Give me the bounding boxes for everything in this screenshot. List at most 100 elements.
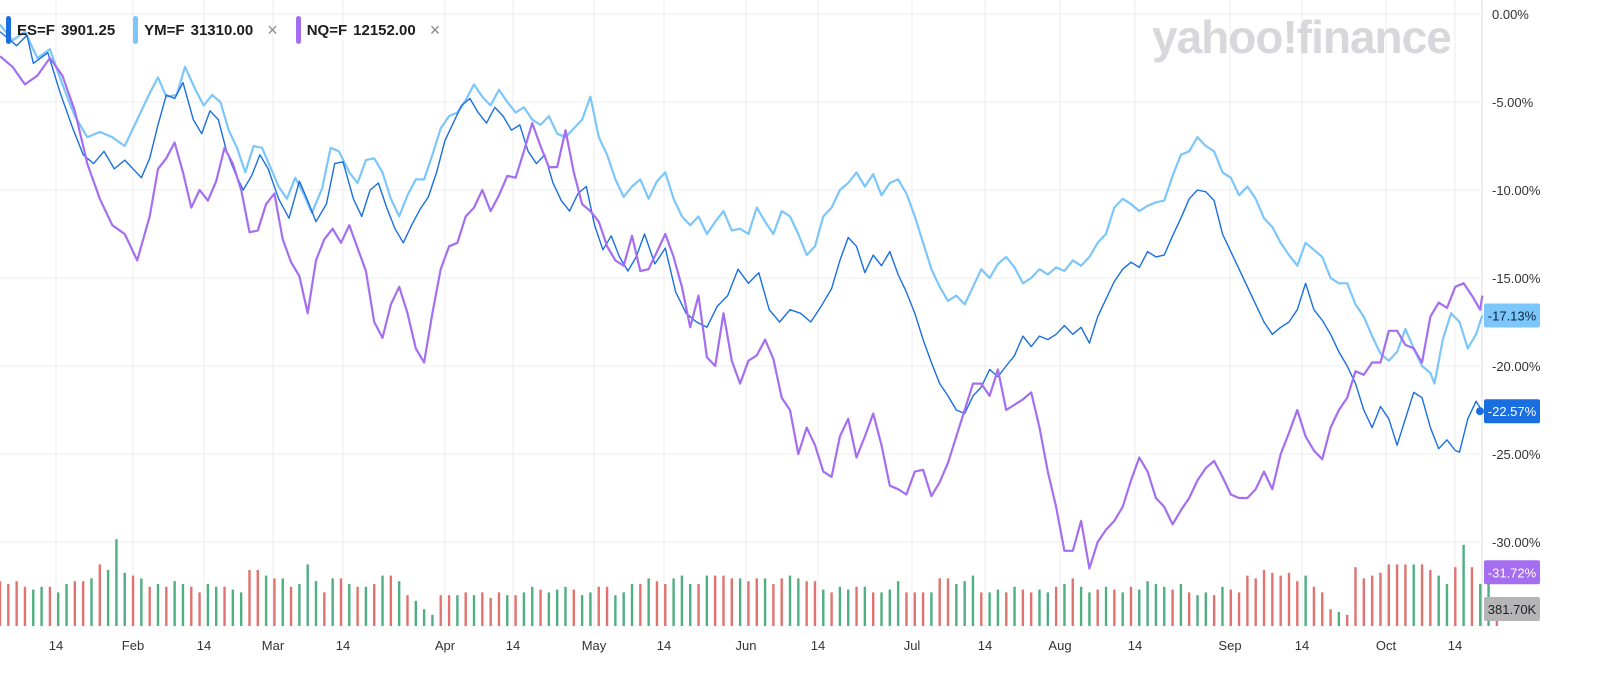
- legend-swatch-ym: [133, 16, 139, 44]
- volume-bar: [7, 584, 10, 626]
- volume-bar: [647, 578, 650, 626]
- y-tick-label: -30.00%: [1492, 535, 1541, 550]
- x-tick-label: 14: [657, 638, 671, 653]
- volume-bar: [639, 584, 642, 626]
- badge-es-label: -22.57%: [1488, 404, 1537, 419]
- volume-bar: [90, 578, 93, 626]
- volume-bar: [73, 581, 77, 626]
- volume-bar: [539, 589, 542, 626]
- volume-bar: [871, 592, 875, 626]
- volume-bar: [0, 581, 2, 626]
- legend-item-es[interactable]: ES=F 3901.25: [6, 16, 115, 44]
- volume-bar: [1412, 564, 1415, 626]
- volume-bar: [1345, 614, 1349, 626]
- volume-bar: [1379, 572, 1382, 626]
- volume-bar: [772, 584, 775, 626]
- volume-bar: [1021, 589, 1025, 626]
- volume-bar: [289, 586, 293, 626]
- volume-bar: [306, 564, 309, 626]
- volume-bar: [239, 592, 243, 626]
- volume-bar: [697, 584, 700, 626]
- volume-bar: [1038, 589, 1041, 626]
- series-end-dot: [1476, 407, 1484, 416]
- volume-bar: [406, 595, 409, 626]
- x-tick-label: 14: [1448, 638, 1462, 653]
- volume-bar: [1071, 578, 1074, 626]
- volume-bar: [106, 570, 110, 626]
- volume-bar: [1104, 586, 1108, 626]
- badge-volume: 381.70K: [1484, 597, 1540, 621]
- x-tick-label: Apr: [435, 638, 456, 653]
- x-tick-label: 14: [1128, 638, 1142, 653]
- volume-bar: [730, 578, 734, 626]
- badge-ym: -17.13%: [1484, 303, 1540, 328]
- legend-item-nq[interactable]: NQ=F 12152.00 ×: [295, 16, 441, 44]
- legend-item-ym[interactable]: YM=F 31310.00 ×: [133, 16, 278, 44]
- volume-bar: [1495, 617, 1499, 626]
- volume-bar: [248, 570, 251, 626]
- price-lines: [0, 23, 1484, 570]
- volume-bar: [689, 584, 692, 626]
- volume-bar: [855, 586, 858, 626]
- volume-bar: [713, 575, 717, 626]
- volume-bar: [156, 584, 160, 626]
- volume-bar: [1129, 586, 1133, 626]
- badge-ym-bg: [1484, 303, 1540, 328]
- volume-bar: [1005, 592, 1008, 626]
- volume-bar: [1121, 592, 1124, 626]
- volume-bar: [223, 586, 226, 626]
- volume-bar: [1146, 581, 1149, 626]
- volume-bar: [1262, 570, 1266, 626]
- volume-bar: [348, 584, 351, 626]
- value-badges[interactable]: -17.13% -22.57% -31.72% 381.70K: [1476, 303, 1540, 621]
- volume-bar: [264, 575, 268, 626]
- volume-bar: [356, 586, 359, 626]
- close-icon[interactable]: ×: [267, 20, 278, 40]
- volume-bar: [1271, 572, 1274, 626]
- x-tick-label: Mar: [262, 638, 285, 653]
- volume-bar: [880, 592, 883, 626]
- volume-bar: [1054, 586, 1058, 626]
- volume-bar: [65, 584, 68, 626]
- volume-bar: [331, 578, 334, 626]
- x-tick-label: 14: [506, 638, 520, 653]
- volume-bar: [813, 581, 817, 626]
- volume-bar: [1088, 592, 1091, 626]
- volume-bar: [1187, 592, 1191, 626]
- volume-bar: [672, 578, 675, 626]
- y-tick-label: 0.00%: [1492, 7, 1529, 22]
- volume-bar: [705, 575, 709, 626]
- volume-bar: [1287, 572, 1291, 626]
- x-tick-label: Sep: [1218, 638, 1241, 653]
- volume-bar: [863, 586, 867, 626]
- volume-bar: [1304, 575, 1307, 626]
- volume-bar: [464, 592, 467, 626]
- volume-bar: [373, 584, 376, 626]
- volume-bar: [913, 592, 916, 626]
- volume-bar: [1445, 584, 1449, 626]
- volume-bar: [780, 578, 783, 626]
- volume-bar: [32, 589, 35, 626]
- y-tick-label: -20.00%: [1492, 359, 1541, 374]
- volume-bar: [1404, 564, 1407, 626]
- volume-bar: [456, 595, 459, 626]
- volume-bar: [323, 592, 326, 626]
- volume-bar: [364, 586, 368, 626]
- volume-bar: [1279, 575, 1282, 626]
- x-tick-label: Jul: [904, 638, 921, 653]
- volume-bar: [1437, 575, 1440, 626]
- y-tick-label: -5.00%: [1492, 95, 1534, 110]
- volume-bar: [805, 581, 808, 626]
- volume-bar: [1420, 564, 1424, 626]
- volume-bar: [980, 592, 983, 626]
- close-icon[interactable]: ×: [429, 20, 441, 40]
- series-line-ym: [0, 23, 1484, 385]
- volume-bar: [48, 586, 52, 626]
- x-tick-label: 14: [811, 638, 825, 653]
- volume-bar: [797, 578, 800, 626]
- volume-bar: [206, 584, 210, 626]
- volume-bar: [389, 575, 393, 626]
- volume-bar: [472, 595, 476, 626]
- volume-bar: [988, 592, 991, 626]
- volume-bar: [1429, 570, 1432, 626]
